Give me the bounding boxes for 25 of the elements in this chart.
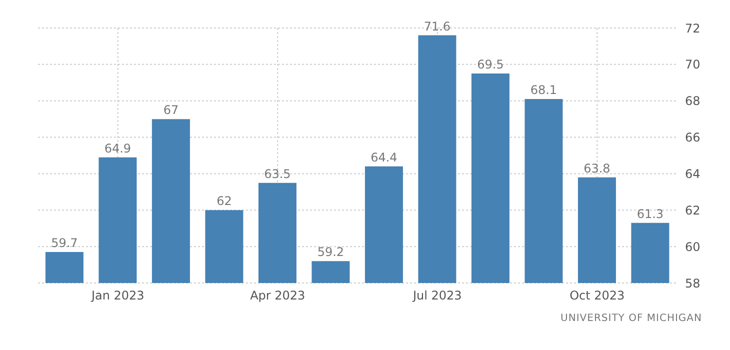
- y-tick-label: 72: [685, 21, 700, 36]
- data-label: 59.7: [51, 236, 78, 250]
- x-tick-label: Oct 2023: [570, 288, 625, 303]
- data-label: 63.5: [264, 166, 291, 181]
- data-label: 67: [163, 103, 179, 118]
- y-tick-label: 58: [685, 276, 700, 290]
- data-label: 59.2: [317, 245, 344, 260]
- y-tick-label: 60: [685, 240, 700, 254]
- data-label: 64.9: [104, 141, 132, 156]
- data-label: 64.4: [370, 150, 398, 164]
- y-tick-label: 70: [685, 58, 700, 72]
- data-label: 62: [216, 194, 232, 208]
- y-tick-label: 68: [685, 94, 700, 108]
- data-label: 71.6: [424, 19, 451, 34]
- text: UNIVERSITY OF MICHIGAN: [560, 313, 703, 324]
- data-label: 63.8: [584, 161, 610, 176]
- y-tick-label: 66: [685, 130, 700, 145]
- x-tick-label: Apr 2023: [250, 288, 306, 303]
- x-tick-label: Jul 2023: [412, 288, 462, 303]
- data-label: 68.1: [530, 83, 558, 98]
- data-label: 61.3: [636, 206, 664, 221]
- x-tick-label: Jan 2023: [90, 288, 144, 303]
- y-tick-label: 64: [685, 166, 700, 181]
- data-label: 69.5: [477, 58, 504, 72]
- y-tick-label: 62: [685, 203, 700, 218]
